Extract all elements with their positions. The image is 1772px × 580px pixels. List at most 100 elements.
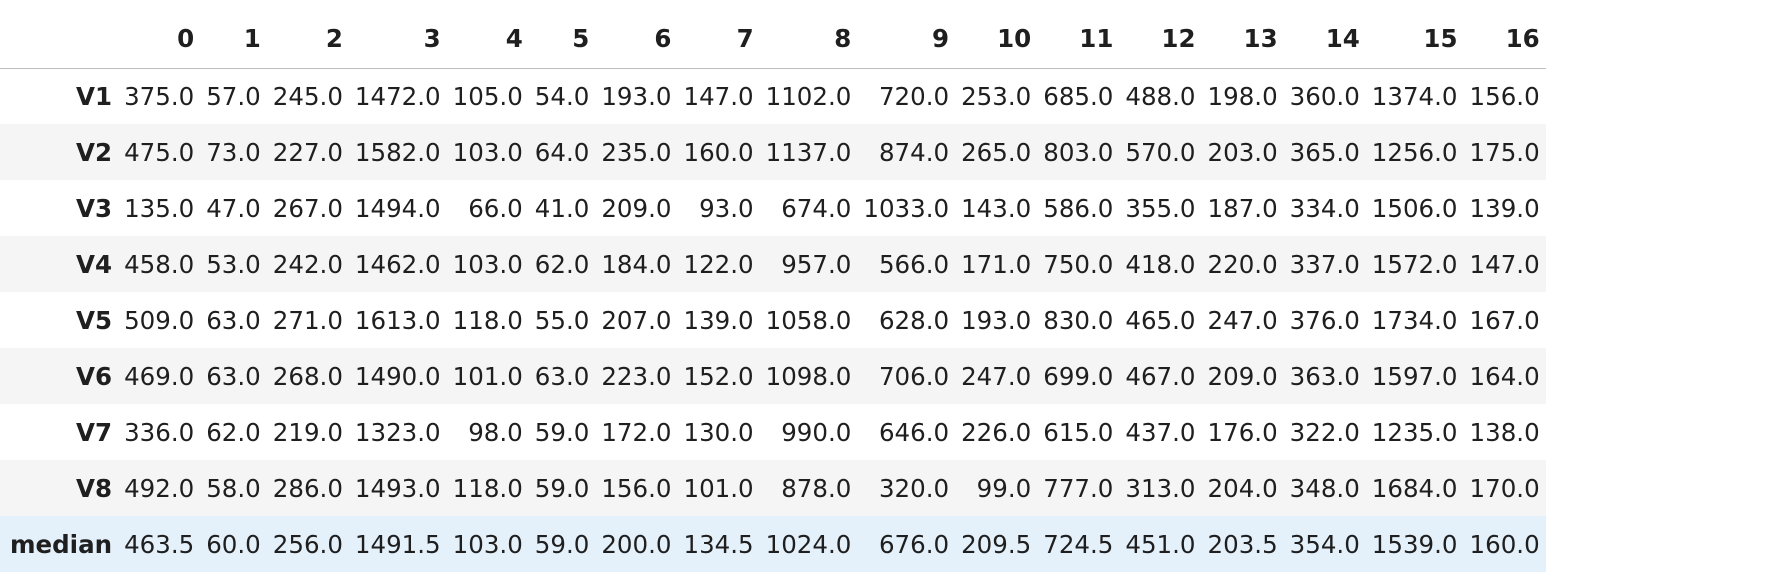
table-cell: 147.0 [683, 81, 754, 111]
row-label: V1 [76, 81, 113, 111]
table-cell: 235.0 [601, 137, 672, 167]
table-cell: 58.0 [206, 473, 261, 503]
table-cell: 176.0 [1207, 417, 1278, 447]
table-cell: 156.0 [601, 473, 672, 503]
table-cell: 209.0 [1207, 361, 1278, 391]
table-cell: 63.0 [534, 361, 590, 391]
table-cell: 172.0 [601, 417, 672, 447]
table-cell: 313.0 [1125, 473, 1196, 503]
table-cell: 203.0 [1207, 137, 1278, 167]
table-cell: 175.0 [1469, 137, 1540, 167]
table-cell: 1597.0 [1371, 361, 1458, 391]
table-row: V6 469.0 63.0 268.0 1490.0 101.0 63.0 223.0 152.… [0, 348, 1546, 404]
table-cell: 376.0 [1289, 305, 1360, 335]
table-cell: 1494.0 [354, 193, 441, 223]
row-label: median [10, 529, 113, 559]
table-cell: 267.0 [272, 193, 343, 223]
table-cell: 41.0 [534, 193, 590, 223]
table-row: V1 375.0 57.0 245.0 1472.0 105.0 54.0 193.0 147.… [0, 68, 1546, 124]
table-cell: 143.0 [961, 193, 1032, 223]
table-cell: 646.0 [878, 417, 950, 447]
table-cell: 354.0 [1289, 529, 1360, 559]
table-cell: 830.0 [1043, 305, 1114, 335]
table-cell: 375.0 [124, 81, 195, 111]
table-cell: 187.0 [1207, 193, 1278, 223]
table-cell: 253.0 [961, 81, 1032, 111]
table-cell: 63.0 [206, 305, 261, 335]
column-header: 13 [1201, 0, 1284, 69]
column-header: 3 [348, 0, 447, 69]
table-cell: 334.0 [1289, 193, 1360, 223]
table-row: V7 336.0 62.0 219.0 1323.0 98.0 59.0 172.0 130.0… [0, 404, 1546, 460]
row-label: V7 [76, 417, 113, 447]
table-cell: 1033.0 [863, 193, 950, 223]
column-header: 5 [528, 0, 596, 69]
table-row: V3 135.0 47.0 267.0 1494.0 66.0 41.0 209.0 93.0 6… [0, 180, 1546, 236]
table-cell: 247.0 [961, 361, 1032, 391]
table-cell: 348.0 [1289, 473, 1360, 503]
table-cell: 135.0 [124, 193, 195, 223]
table-cell: 492.0 [124, 473, 195, 503]
table-cell: 685.0 [1043, 81, 1114, 111]
table-row: V5 509.0 63.0 271.0 1613.0 118.0 55.0 207.0 139.… [0, 292, 1546, 348]
table-cell: 1493.0 [354, 473, 441, 503]
table-cell: 160.0 [1469, 529, 1540, 559]
table-cell: 469.0 [124, 361, 195, 391]
table-cell: 200.0 [601, 529, 672, 559]
table-cell: 118.0 [452, 473, 523, 503]
table-cell: 245.0 [272, 81, 343, 111]
table-cell: 1684.0 [1371, 473, 1458, 503]
table-cell: 219.0 [272, 417, 343, 447]
column-header: 9 [857, 0, 956, 69]
table-cell: 209.0 [601, 193, 672, 223]
table-cell: 706.0 [878, 361, 950, 391]
table-cell: 336.0 [124, 417, 195, 447]
table-cell: 118.0 [452, 305, 523, 335]
table-cell: 134.5 [683, 529, 754, 559]
table-cell: 750.0 [1043, 249, 1114, 279]
table-cell: 365.0 [1289, 137, 1360, 167]
table-cell: 103.0 [452, 529, 523, 559]
table-row: V8 492.0 58.0 286.0 1493.0 118.0 59.0 156.0 101.… [0, 460, 1546, 516]
table-cell: 337.0 [1289, 249, 1360, 279]
table-cell: 223.0 [601, 361, 672, 391]
column-header: 4 [446, 0, 529, 69]
column-header: 14 [1283, 0, 1366, 69]
table-cell: 247.0 [1207, 305, 1278, 335]
column-header: 16 [1463, 0, 1546, 69]
table-cell: 437.0 [1125, 417, 1196, 447]
table-cell: 171.0 [961, 249, 1032, 279]
row-label: V3 [76, 193, 113, 223]
table-cell: 66.0 [468, 193, 523, 223]
table-cell: 1235.0 [1371, 417, 1458, 447]
table-cell: 1024.0 [765, 529, 852, 559]
column-header: 7 [677, 0, 760, 69]
table-cell: 286.0 [272, 473, 343, 503]
table-cell: 209.5 [961, 529, 1032, 559]
table-cell: 360.0 [1289, 81, 1360, 111]
table-cell: 62.0 [206, 417, 261, 447]
table-cell: 467.0 [1125, 361, 1196, 391]
table-cell: 463.5 [124, 529, 195, 559]
table-cell: 1256.0 [1371, 137, 1458, 167]
table-cell: 59.0 [534, 529, 590, 559]
table-cell: 1102.0 [765, 81, 852, 111]
table-cell: 1490.0 [354, 361, 441, 391]
table-cell: 60.0 [206, 529, 261, 559]
table-cell: 184.0 [601, 249, 672, 279]
table-cell: 676.0 [878, 529, 950, 559]
table-cell: 566.0 [878, 249, 950, 279]
column-header: 0 [118, 0, 201, 69]
table-cell: 1462.0 [354, 249, 441, 279]
table-cell: 64.0 [534, 137, 590, 167]
column-header: 1 [200, 0, 267, 69]
table-cell: 615.0 [1043, 417, 1114, 447]
table-cell: 193.0 [961, 305, 1032, 335]
table-cell: 53.0 [206, 249, 261, 279]
table-cell: 1137.0 [765, 137, 852, 167]
table-cell: 62.0 [534, 249, 590, 279]
table-cell: 170.0 [1469, 473, 1540, 503]
table-cell: 139.0 [683, 305, 754, 335]
table-cell: 1572.0 [1371, 249, 1458, 279]
table-cell: 242.0 [272, 249, 343, 279]
